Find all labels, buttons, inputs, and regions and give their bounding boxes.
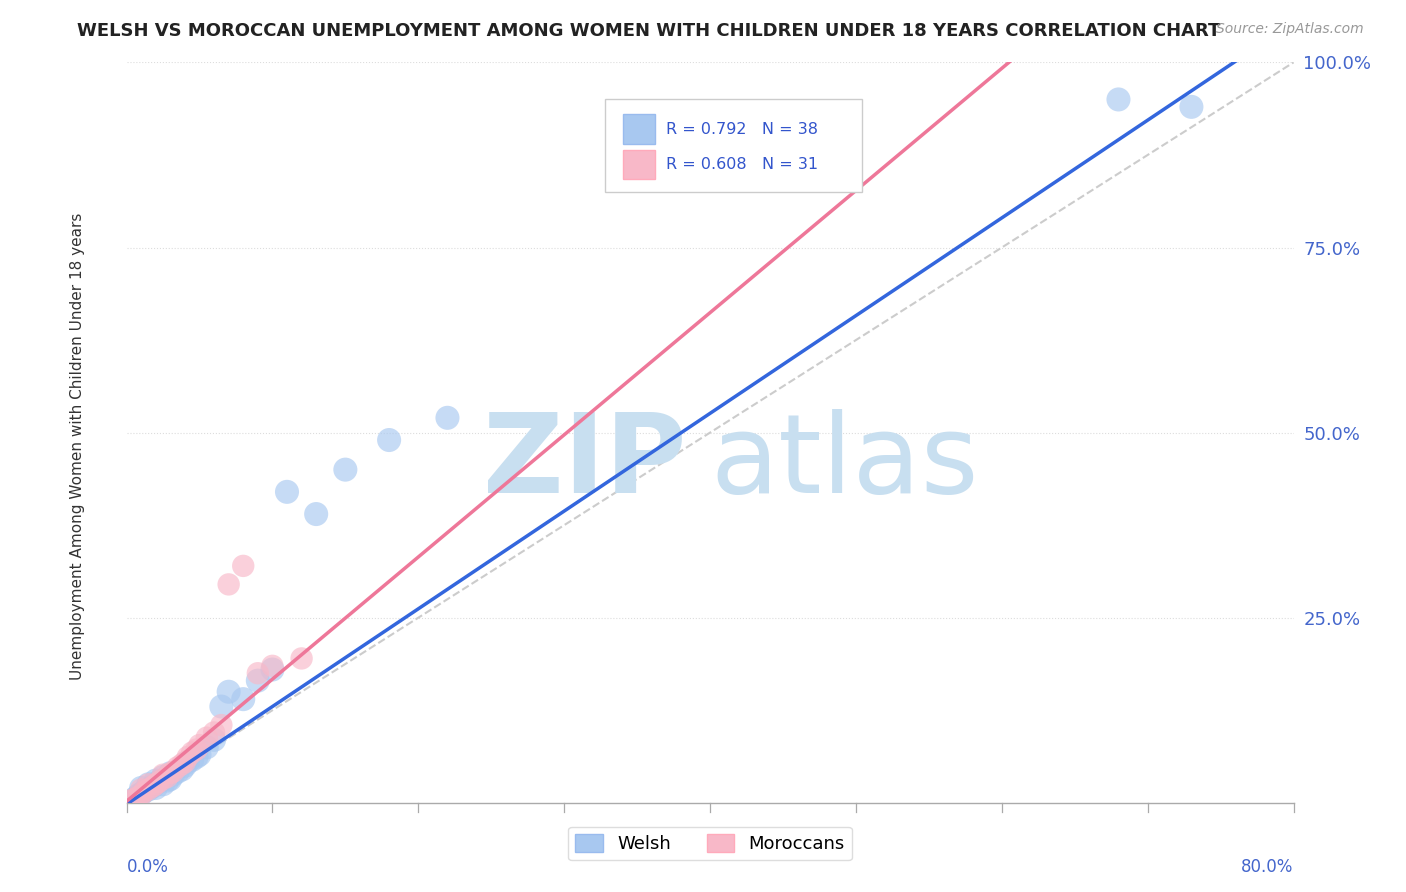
- Point: [186, 750, 208, 764]
- Point: [152, 767, 174, 781]
- Point: [436, 410, 458, 425]
- Point: [166, 764, 188, 779]
- Text: ZIP: ZIP: [484, 409, 686, 516]
- Point: [174, 755, 197, 769]
- Point: [170, 763, 193, 777]
- Point: [209, 718, 232, 732]
- Point: [129, 780, 152, 795]
- Point: [209, 699, 232, 714]
- Point: [129, 787, 152, 801]
- Point: [127, 789, 149, 803]
- FancyBboxPatch shape: [605, 99, 862, 192]
- Point: [202, 732, 225, 747]
- Point: [148, 775, 170, 789]
- Point: [305, 507, 328, 521]
- Point: [195, 731, 218, 745]
- Text: 80.0%: 80.0%: [1241, 858, 1294, 876]
- Point: [232, 692, 254, 706]
- Text: atlas: atlas: [710, 409, 979, 516]
- Point: [120, 794, 142, 808]
- Point: [145, 773, 167, 788]
- Text: 0.0%: 0.0%: [127, 858, 169, 876]
- Point: [132, 785, 155, 799]
- Text: R = 0.608   N = 31: R = 0.608 N = 31: [665, 157, 818, 172]
- Point: [152, 770, 174, 784]
- Point: [378, 433, 401, 447]
- Point: [159, 766, 181, 780]
- Point: [262, 658, 284, 673]
- Point: [145, 777, 167, 791]
- Point: [162, 764, 184, 779]
- Text: Unemployment Among Women with Children Under 18 years: Unemployment Among Women with Children U…: [70, 212, 84, 680]
- Point: [218, 685, 240, 699]
- Point: [166, 760, 188, 774]
- Point: [152, 772, 174, 786]
- Point: [335, 462, 357, 476]
- Text: R = 0.792   N = 38: R = 0.792 N = 38: [665, 121, 818, 136]
- Point: [138, 782, 160, 797]
- Point: [129, 782, 152, 797]
- Point: [181, 753, 204, 767]
- Point: [138, 777, 160, 791]
- Point: [159, 772, 181, 786]
- Text: Source: ZipAtlas.com: Source: ZipAtlas.com: [1216, 22, 1364, 37]
- Point: [148, 775, 170, 789]
- Point: [246, 666, 269, 681]
- Point: [127, 789, 149, 804]
- Text: WELSH VS MOROCCAN UNEMPLOYMENT AMONG WOMEN WITH CHILDREN UNDER 18 YEARS CORRELAT: WELSH VS MOROCCAN UNEMPLOYMENT AMONG WOM…: [77, 22, 1220, 40]
- Point: [142, 780, 165, 794]
- FancyBboxPatch shape: [623, 150, 655, 179]
- Point: [152, 777, 174, 791]
- FancyBboxPatch shape: [623, 114, 655, 144]
- Point: [156, 773, 179, 788]
- Point: [181, 746, 204, 760]
- Point: [174, 758, 197, 772]
- Point: [138, 777, 160, 791]
- Point: [188, 747, 211, 762]
- Point: [132, 785, 155, 799]
- Point: [186, 742, 208, 756]
- Point: [262, 663, 284, 677]
- Legend: Welsh, Moroccans: Welsh, Moroccans: [568, 827, 852, 861]
- Point: [195, 740, 218, 755]
- Point: [170, 757, 193, 772]
- Point: [129, 789, 152, 803]
- Point: [159, 766, 181, 780]
- Point: [1108, 92, 1130, 106]
- Point: [1180, 100, 1202, 114]
- Point: [122, 792, 145, 806]
- Point: [122, 792, 145, 806]
- Point: [138, 782, 160, 797]
- Point: [218, 577, 240, 591]
- Point: [156, 770, 179, 784]
- Point: [202, 725, 225, 739]
- Point: [246, 673, 269, 688]
- Point: [290, 651, 312, 665]
- Point: [232, 558, 254, 573]
- Point: [162, 767, 184, 781]
- Point: [142, 780, 165, 794]
- Point: [188, 738, 211, 752]
- Point: [145, 780, 167, 795]
- Point: [276, 484, 298, 499]
- Point: [177, 755, 200, 769]
- Point: [177, 750, 200, 764]
